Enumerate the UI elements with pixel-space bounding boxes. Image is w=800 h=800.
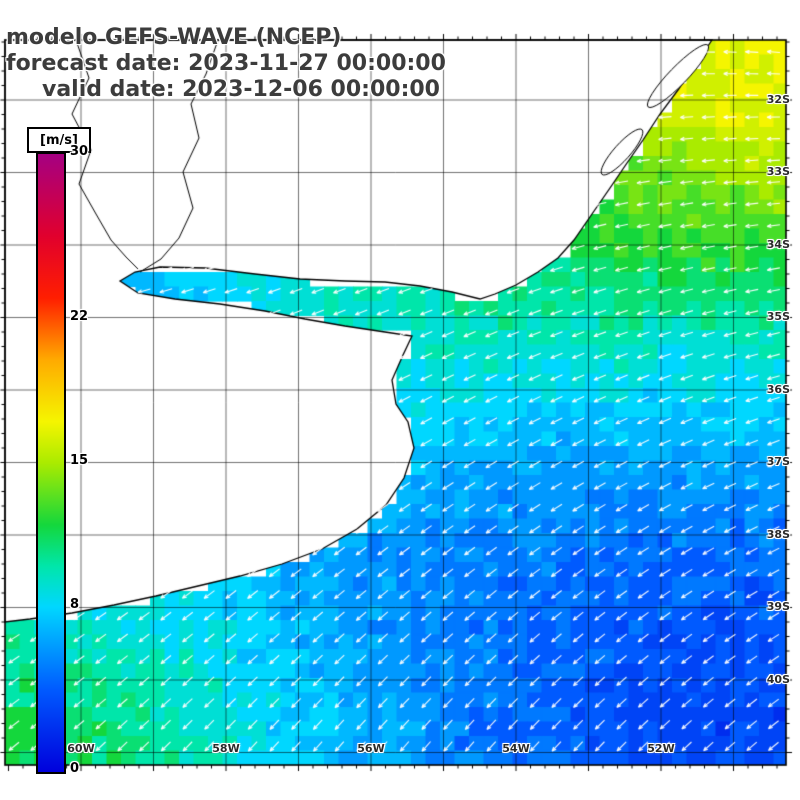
legend-unit-box: [m/s]	[27, 127, 91, 153]
valid-date-label: valid date: 2023-12-06 00:00:00	[42, 77, 440, 102]
lon-label-60w: 60W	[67, 742, 95, 755]
lat-label-40s: 40S	[766, 673, 790, 686]
legend-tick-30: 30	[70, 144, 89, 159]
lat-label-33s: 33S	[766, 165, 790, 178]
lat-label-37s: 37S	[766, 455, 790, 468]
legend-tick-0: 0	[70, 761, 80, 776]
legend-unit-label: [m/s]	[40, 132, 78, 148]
model-title: modelo GEFS-WAVE (NCEP)	[6, 25, 342, 50]
lon-label-58w: 58W	[212, 742, 240, 755]
lon-label-52w: 52W	[647, 742, 675, 755]
lat-label-36s: 36S	[766, 383, 790, 396]
lat-label-34s: 34S	[766, 238, 790, 251]
title-block: modelo GEFS-WAVE (NCEP) forecast date: 2…	[6, 25, 446, 103]
lon-label-54w: 54W	[502, 742, 530, 755]
forecast-date-label: forecast date: 2023-11-27 00:00:00	[6, 51, 446, 76]
lat-label-32s: 32S	[766, 93, 790, 106]
colorbar-gradient	[36, 152, 66, 774]
legend-tick-15: 15	[70, 453, 89, 468]
lat-label-35s: 35S	[766, 310, 790, 323]
lat-label-38s: 38S	[766, 528, 790, 541]
lat-label-39s: 39S	[766, 600, 790, 613]
legend-tick-22: 22	[70, 309, 89, 324]
lon-label-56w: 56W	[357, 742, 385, 755]
legend-tick-8: 8	[70, 597, 80, 612]
